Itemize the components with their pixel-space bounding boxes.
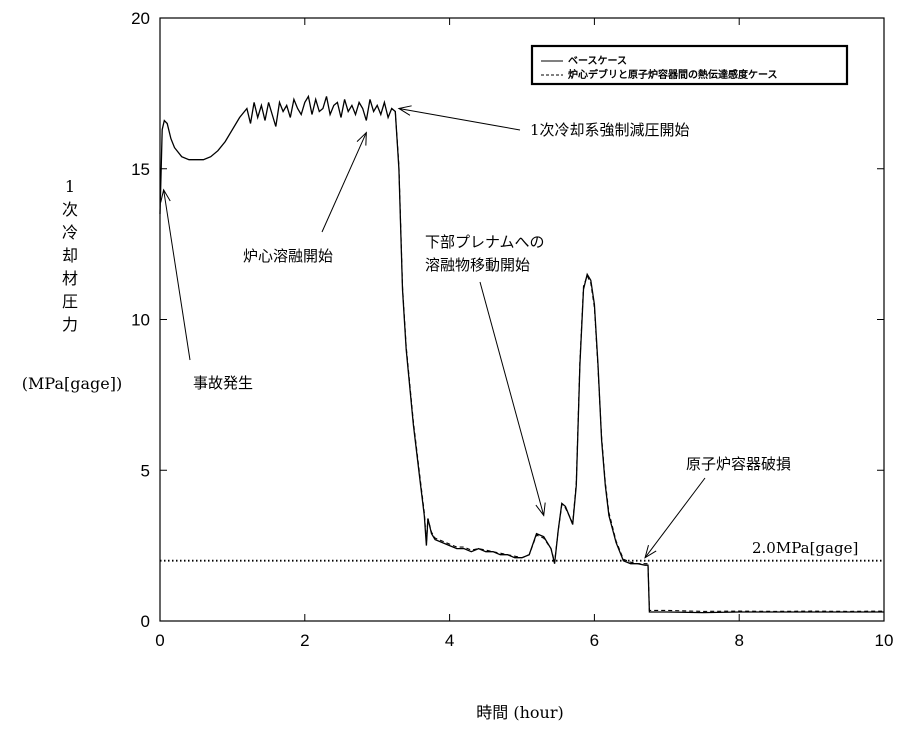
x-tick-label: 0 [155,631,164,650]
series-line-0 [159,94,884,614]
annotation-arrow-1-head [356,131,367,146]
y-tick-label: 10 [131,311,150,330]
y-axis-label-char: 力 [62,315,78,334]
x-tick-label: 10 [875,631,894,650]
annotation-arrow-3 [479,281,545,516]
y-tick-label: 5 [141,461,150,480]
x-tick-label: 6 [590,631,599,650]
annotation-arrow-2 [163,189,191,361]
annotation-accident: 事故発生 [193,374,253,392]
y-axis-label-char: 材 [62,269,78,288]
series-line-1 [394,111,885,612]
annotation-arrows [160,105,706,559]
annotation-arrow-1 [321,132,367,233]
y-axis-label-char: 圧 [62,292,78,311]
x-axis-label: 時間 (hour) [476,703,563,722]
y-axis-label-char: 却 [62,246,78,265]
annotation-arrow-5-head [644,545,657,559]
series-lines [159,94,885,614]
legend-box [530,44,849,86]
x-tick-label: 4 [445,631,454,650]
annotation-arrow-3-head [535,502,546,517]
annotation-arrow-0-head [397,105,412,116]
annotation-2mpa: 2.0MPa[gage] [752,539,858,557]
y-tick-label: 15 [131,160,150,179]
annotation-lower-plenum-2: 溶融物移動開始 [425,256,530,274]
annotation-arrow-5 [644,477,706,558]
annotation-depressurization: 1次冷却系強制減圧開始 [530,121,690,139]
plot-frame [159,17,885,622]
y-axis-label-char: 1 [65,177,75,196]
annotation-vessel-failure: 原子炉容器破損 [686,455,791,473]
y-axis-label-char: 冷 [62,223,78,242]
annotation-arrow-2-head [160,188,171,203]
x-tick-label: 8 [734,631,743,650]
legend-label-sensitivity: 炉心デブリと原子炉容器間の熱伝達感度ケース [568,68,778,81]
ticks: 0 2 4 6 8 10 0 5 10 15 20 [131,9,893,650]
legend-label-base: ベースケース [568,55,627,67]
annotation-core-melt: 炉心溶融開始 [243,247,333,265]
legend: ベースケース 炉心デブリと原子炉容器間の熱伝達感度ケース [530,44,849,86]
y-tick-label: 20 [131,9,150,28]
annotation-lower-plenum-1: 下部プレナムへの [425,233,545,251]
y-tick-label: 0 [141,612,150,631]
annotation-arrow-0 [398,107,521,131]
y-axis-unit: (MPa[gage]) [22,374,122,393]
x-tick-label: 2 [300,631,309,650]
y-axis-label-char: 次 [62,200,78,219]
